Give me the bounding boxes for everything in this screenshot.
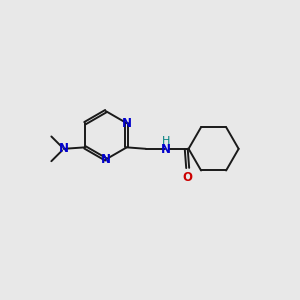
Text: N: N (59, 142, 69, 155)
Text: N: N (161, 143, 171, 156)
Text: O: O (183, 172, 193, 184)
Text: H: H (162, 136, 170, 146)
Text: N: N (122, 117, 132, 130)
Text: N: N (101, 153, 111, 166)
